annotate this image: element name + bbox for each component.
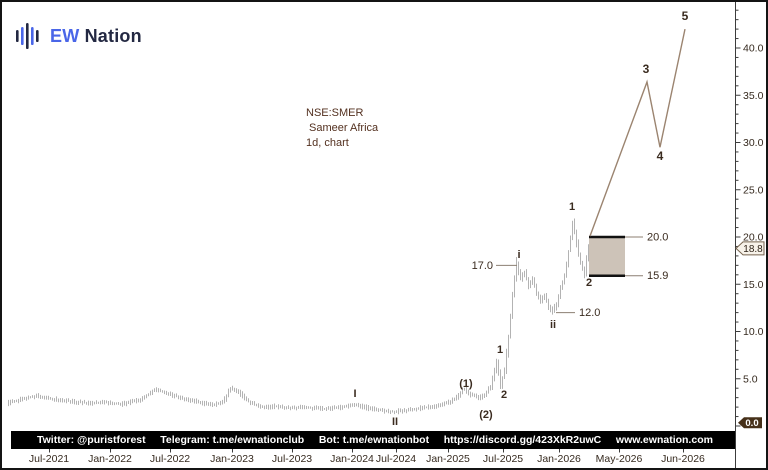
price-axis-label: 35.0 [743, 90, 764, 102]
waveform-icon [16, 23, 39, 49]
time-axis-label: Jan-2026 [537, 453, 581, 465]
target-top-label: 20.0 [647, 232, 668, 244]
footer-item: Twitter: @puristforest [37, 434, 146, 446]
time-axis-label: Jul-2021 [29, 453, 69, 465]
target-zone [589, 237, 625, 276]
footer-item: https://discord.gg/423XkR2uwC [443, 434, 602, 446]
wave-label: ii [550, 319, 556, 331]
symbol-label: NSE:SMER [306, 107, 364, 119]
current-price-tag [735, 241, 765, 256]
company-label: Sameer Africa [306, 122, 379, 134]
footer-item: Bot: t.me/ewnationbot [318, 434, 430, 446]
current-price-tag-label: 18.8 [743, 244, 763, 255]
time-axis-label: Jul-2025 [483, 453, 523, 465]
brand-logo: EW Nation [15, 21, 142, 51]
brand-name-secondary: Nation [79, 25, 142, 46]
wave-label: 1 [497, 344, 503, 356]
time-axis-label: Jun-2026 [661, 453, 705, 465]
level-label: 17.0 [472, 260, 493, 272]
time-axis-label: Jul-2024 [376, 453, 416, 465]
wave-label: i [517, 249, 520, 261]
time-axis-label: Jul-2023 [272, 453, 312, 465]
wave-label: 3 [643, 62, 650, 76]
timeframe-label: 1d, chart [306, 137, 349, 149]
time-axis[interactable]: Jul-2021 Jan-2022 Jul-2022 Jan-2023 Jul-2023… [29, 448, 705, 465]
wave-label: 4 [657, 149, 664, 163]
time-axis-label: May-2026 [596, 453, 643, 465]
footer-bar: Twitter: @puristforest Telegram: t.me/ewn… [11, 431, 735, 449]
price-axis-label: 10.0 [743, 326, 764, 338]
footer-item: www.ewnation.com [615, 434, 713, 446]
zero-price-tag [738, 417, 762, 429]
price-axis-label: 25.0 [743, 184, 764, 196]
time-axis-label: Jan-2023 [210, 453, 254, 465]
brand-name-primary: EW [50, 25, 80, 46]
wave-label: 2 [501, 389, 507, 401]
price-axis-label: 30.0 [743, 137, 764, 149]
time-axis-label: Jan-2022 [88, 453, 132, 465]
footer-item: Telegram: t.me/ewnationclub [160, 434, 305, 446]
waveform-bar [36, 30, 39, 42]
target-bottom-label: 15.9 [647, 270, 668, 282]
price-bars-group [8, 218, 591, 415]
time-axis-label: Jan-2025 [426, 453, 470, 465]
chart-title-block: NSE:SMER Sameer Africa 1d, chart [306, 106, 378, 151]
time-axis-label: Jul-2022 [150, 453, 190, 465]
wave-label: II [392, 416, 398, 428]
wave-label: (1) [459, 378, 473, 390]
price-axis-label: 40.0 [743, 43, 764, 55]
level-label: 12.0 [579, 307, 600, 319]
price-axis-label: 20.0 [743, 232, 764, 244]
zero-price-tag-label: 0.0 [745, 418, 758, 429]
wave-label: I [353, 388, 356, 400]
waveform-bar [16, 30, 19, 42]
waveform-bar [26, 23, 29, 49]
brand-wordmark: EW Nation [50, 26, 142, 47]
wave-label: 5 [682, 9, 689, 23]
wave-label: (2) [479, 409, 493, 421]
wave-label: 2 [586, 277, 592, 289]
waveform-bar [31, 27, 34, 45]
wave-label: 1 [569, 201, 575, 213]
price-axis[interactable]: 40.0 35.0 30.0 25.0 20.0 15.0 10.0 5.0 18.8 0.0 [735, 2, 765, 468]
projection-path [589, 28, 686, 237]
price-axis-label: 15.0 [743, 279, 764, 291]
time-axis-label: Jan-2024 [330, 453, 374, 465]
price-axis-label: 5.0 [743, 373, 758, 385]
waveform-bar [21, 27, 24, 45]
